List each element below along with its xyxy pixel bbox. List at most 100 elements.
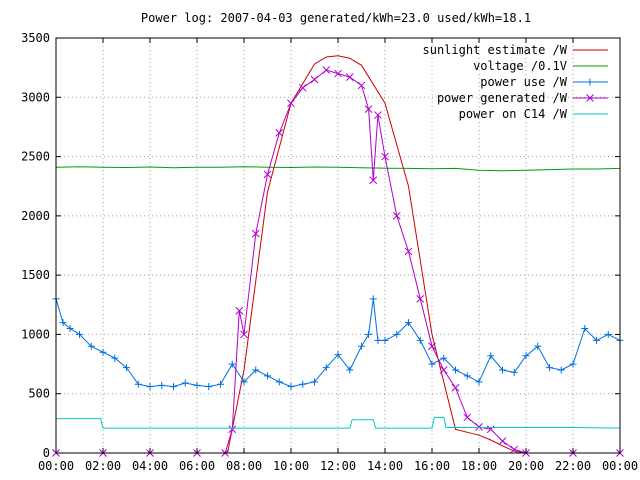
legend: sunlight estimate /W voltage /0.1V power u… <box>423 43 608 121</box>
y-tick-label: 1000 <box>21 327 50 341</box>
data-point <box>374 111 382 119</box>
chart-title: Power log: 2007-04-03 generated/kWh=23.0… <box>141 11 531 25</box>
data-point <box>298 83 307 92</box>
data-point <box>240 378 248 386</box>
x-tick-label: 14:00 <box>367 459 403 473</box>
data-point <box>346 366 354 374</box>
data-point <box>463 372 471 380</box>
x-tick-label: 20:00 <box>508 459 544 473</box>
data-point <box>99 348 107 356</box>
data-point <box>498 437 507 445</box>
data-point <box>369 176 378 185</box>
legend-label: power generated /W <box>437 91 568 105</box>
data-point <box>404 247 413 256</box>
data-point <box>205 383 213 391</box>
data-point <box>369 295 377 303</box>
data-point <box>364 105 373 113</box>
legend-marker <box>586 78 594 86</box>
legend-marker <box>586 94 594 102</box>
data-point <box>66 325 74 332</box>
data-point <box>604 330 612 338</box>
x-tick-label: 00:00 <box>602 459 638 473</box>
data-point <box>416 336 424 344</box>
x-tick-label: 18:00 <box>461 459 497 473</box>
data-point <box>76 330 83 338</box>
data-point <box>251 229 260 238</box>
data-point <box>59 319 67 327</box>
data-point <box>463 413 472 422</box>
y-tick-label: 0 <box>43 446 50 460</box>
y-tick-label: 500 <box>28 387 50 401</box>
data-point <box>275 129 284 137</box>
data-point <box>475 423 483 431</box>
data-point <box>287 99 295 108</box>
data-point <box>299 380 307 388</box>
data-point <box>593 336 600 344</box>
data-point <box>522 352 530 360</box>
data-point <box>365 330 373 338</box>
data-point <box>345 73 354 81</box>
series-line <box>56 416 621 429</box>
data-point <box>486 425 495 434</box>
data-point <box>428 342 436 351</box>
data-point <box>228 425 237 434</box>
x-tick-label: 08:00 <box>226 459 262 473</box>
y-tick-label: 3500 <box>21 31 50 45</box>
y-tick-label: 1500 <box>21 268 50 282</box>
data-point <box>87 342 95 350</box>
data-point <box>475 378 483 386</box>
data-point <box>134 380 142 388</box>
data-point <box>510 368 518 376</box>
data-point <box>569 360 577 368</box>
data-point <box>181 379 189 387</box>
x-tick-label: 12:00 <box>320 459 356 473</box>
axes: 00:00 02:00 04:00 06:00 08:00 10:00 12:00 14:00… <box>21 31 638 473</box>
data-point <box>546 364 553 372</box>
series-line <box>56 69 620 454</box>
x-tick-label: 22:00 <box>555 459 591 473</box>
series-line <box>56 55 620 454</box>
legend-label: sunlight estimate /W <box>423 43 568 57</box>
series-line <box>55 166 621 172</box>
data-point <box>381 336 389 344</box>
data-point <box>228 360 236 368</box>
data-point <box>123 364 130 372</box>
y-tick-label: 2500 <box>21 150 50 164</box>
data-point <box>440 354 448 362</box>
legend-label: power on C14 /W <box>459 107 568 121</box>
data-point <box>557 366 565 374</box>
data-point <box>334 351 342 359</box>
x-tick-label: 00:00 <box>38 459 74 473</box>
x-tick-label: 04:00 <box>132 459 168 473</box>
y-tick-label: 3000 <box>21 90 50 104</box>
data-point <box>393 330 401 338</box>
data-point <box>287 383 295 391</box>
data-point <box>392 212 401 220</box>
data-point <box>322 364 330 372</box>
data-point <box>534 342 542 350</box>
series-line <box>55 298 621 388</box>
legend-label: voltage /0.1V <box>473 59 567 73</box>
data-point <box>510 445 519 454</box>
data-point <box>240 330 248 339</box>
data-point <box>217 380 224 388</box>
data-point <box>263 170 272 179</box>
data-point <box>358 342 365 350</box>
data-point <box>310 75 319 84</box>
data-point <box>111 354 119 362</box>
legend-label: power use /W <box>480 75 567 89</box>
x-tick-label: 16:00 <box>414 459 450 473</box>
data-point <box>416 295 425 303</box>
x-tick-label: 10:00 <box>273 459 309 473</box>
data-point <box>334 69 342 78</box>
data-point <box>499 366 506 374</box>
data-point <box>158 381 166 389</box>
data-point <box>405 319 412 327</box>
data-point <box>235 306 244 315</box>
data-point <box>264 372 271 380</box>
plot-frame <box>55 37 621 454</box>
y-tick-label: 2000 <box>21 209 50 223</box>
data-point <box>451 383 460 392</box>
data-point <box>381 152 389 161</box>
